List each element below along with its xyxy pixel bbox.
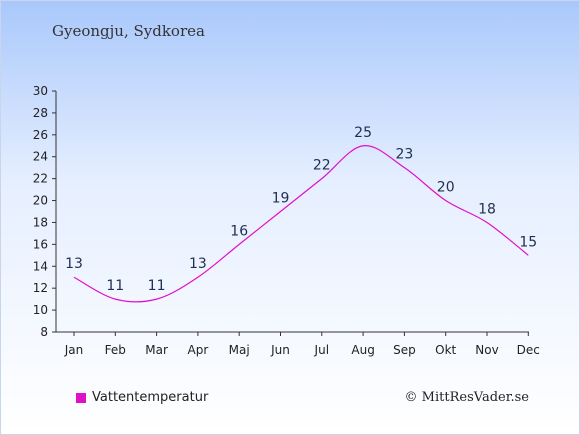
y-tick-label: 24	[33, 150, 48, 164]
legend-swatch	[76, 392, 86, 403]
data-label: 23	[395, 147, 413, 163]
y-tick-label: 26	[33, 128, 48, 142]
y-tick-label: 14	[33, 259, 48, 273]
data-label: 13	[65, 256, 83, 272]
legend: Vattentemperatur	[76, 390, 208, 405]
y-tick-label: 20	[33, 194, 48, 208]
x-tick-label: Jan	[64, 343, 84, 357]
y-tick-label: 8	[40, 325, 48, 339]
x-tick-label: Dec	[517, 343, 540, 357]
data-label: 20	[437, 180, 455, 196]
y-tick-label: 22	[33, 172, 48, 186]
data-label: 11	[148, 278, 166, 294]
x-tick-label: Mar	[145, 343, 168, 357]
data-label: 16	[230, 223, 248, 239]
data-label: 11	[106, 278, 124, 294]
x-tick-label: Jun	[270, 343, 290, 357]
y-tick-label: 10	[33, 303, 48, 317]
x-tick-label: Okt	[435, 343, 456, 357]
x-tick-label: Apr	[188, 343, 209, 357]
x-tick-label: Aug	[351, 343, 374, 357]
x-tick-label: Sep	[393, 343, 416, 357]
credit-text: © MittResVader.se	[404, 390, 529, 405]
data-label: 15	[519, 234, 537, 250]
x-tick-label: Feb	[105, 343, 126, 357]
x-tick-label: Nov	[475, 343, 498, 357]
data-label: 19	[272, 191, 290, 207]
y-tick-label: 18	[33, 215, 48, 229]
y-tick-label: 12	[33, 281, 48, 295]
data-label: 22	[313, 158, 331, 174]
data-label: 18	[478, 201, 496, 217]
series-line	[73, 145, 529, 303]
x-tick-label: Jul	[314, 343, 329, 357]
data-label: 25	[354, 125, 372, 141]
data-label: 13	[189, 256, 207, 272]
y-tick-label: 28	[33, 106, 48, 120]
x-tick-label: Maj	[229, 343, 250, 357]
legend-label: Vattentemperatur	[92, 390, 209, 405]
location-title: Gyeongju, Sydkorea	[52, 22, 205, 40]
y-tick-label: 16	[33, 237, 48, 251]
y-tick-label: 30	[33, 84, 48, 98]
